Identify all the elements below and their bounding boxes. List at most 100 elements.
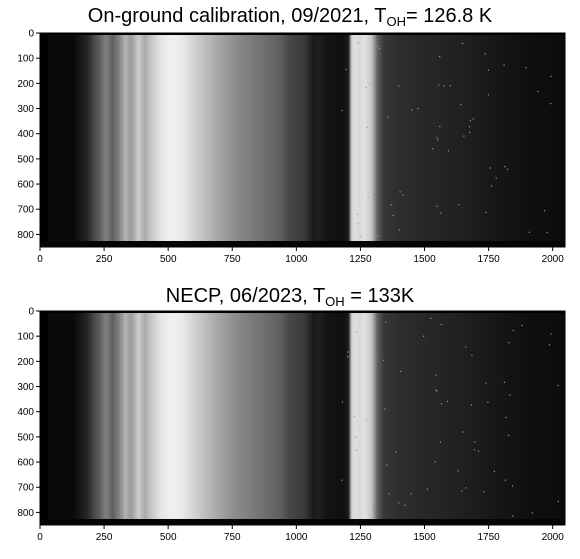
y-tick-label: 200 — [17, 357, 34, 368]
hot-pixel — [353, 416, 356, 418]
hot-pixel — [430, 317, 432, 319]
hot-pixel — [436, 390, 438, 392]
hot-pixel — [410, 493, 412, 495]
y-tick-label: 300 — [17, 382, 34, 393]
hot-pixel — [504, 479, 507, 481]
y-tick-label: 400 — [17, 129, 34, 140]
panel-title: NECP, 06/2023, TOH = 133K — [0, 284, 580, 314]
hot-pixel — [372, 505, 374, 507]
title-prefix: NECP, 06/2023, T — [165, 285, 326, 307]
hot-pixel — [357, 223, 359, 225]
x-tick-label: 0 — [37, 254, 43, 265]
hot-pixel — [390, 204, 392, 206]
hot-pixel — [443, 85, 445, 87]
hot-pixel — [487, 401, 489, 403]
hot-pixel — [435, 374, 437, 376]
hot-pixel — [411, 109, 413, 111]
hot-pixel — [483, 491, 485, 493]
image-edge-band — [40, 241, 565, 247]
hot-pixel — [507, 168, 509, 170]
hot-pixel — [512, 515, 514, 517]
hot-pixel — [521, 324, 523, 326]
hot-pixel — [557, 500, 559, 502]
hot-pixel — [377, 45, 379, 47]
y-tick-label: 300 — [17, 104, 34, 115]
hot-pixel — [357, 213, 359, 215]
hot-pixel — [440, 212, 442, 214]
hot-pixel — [438, 84, 440, 86]
hot-pixel — [503, 64, 505, 66]
hot-pixel — [350, 120, 352, 122]
x-tick-label: 2000 — [542, 532, 565, 543]
y-tick-label: 400 — [17, 407, 34, 418]
hot-pixel — [457, 470, 459, 472]
y-tick-label: 600 — [17, 458, 34, 469]
hot-pixel — [470, 404, 473, 406]
hot-pixel — [509, 394, 511, 396]
y-tick-label: 800 — [17, 230, 34, 241]
y-tick-label: 500 — [17, 432, 34, 443]
y-tick-label: 700 — [17, 205, 34, 216]
x-tick-label: 500 — [160, 532, 177, 543]
hot-pixel — [435, 389, 437, 391]
title-subscript: OH — [325, 294, 345, 309]
hot-pixel — [508, 342, 510, 344]
hot-pixel — [432, 148, 434, 150]
title-subscript: OH — [386, 14, 407, 29]
hot-pixel — [437, 139, 439, 141]
hot-pixel — [434, 461, 436, 463]
hot-pixel — [369, 82, 372, 84]
x-tick-label: 1750 — [477, 254, 500, 265]
hot-pixel — [548, 344, 551, 346]
hot-pixel — [383, 359, 385, 361]
hot-pixel — [495, 177, 497, 179]
hot-pixel — [355, 436, 357, 438]
hot-pixel — [458, 204, 460, 206]
hot-pixel — [478, 450, 480, 452]
hot-pixel — [426, 488, 428, 490]
hot-pixel — [489, 167, 491, 169]
hot-pixel — [503, 381, 505, 383]
axes-frame — [39, 32, 566, 248]
y-tick-label: 800 — [17, 508, 34, 519]
hot-pixel — [546, 232, 548, 234]
hot-pixel — [465, 487, 467, 489]
hot-pixel — [487, 94, 489, 96]
hot-pixel — [484, 53, 486, 55]
y-tick-label: 100 — [17, 332, 34, 343]
hot-pixel — [341, 479, 343, 481]
y-tick-label: 0 — [28, 29, 34, 40]
hot-pixel — [440, 403, 443, 405]
hot-pixel — [474, 441, 476, 443]
hot-pixel — [537, 90, 539, 93]
hot-pixel — [485, 382, 487, 384]
hot-pixel — [471, 354, 473, 356]
hot-pixel — [531, 512, 533, 514]
hot-pixel — [461, 490, 463, 492]
hot-pixel — [398, 502, 400, 504]
image-edge-band — [40, 519, 565, 525]
hot-pixel — [392, 214, 394, 216]
hot-pixel — [439, 125, 441, 128]
hot-pixel — [341, 401, 344, 403]
hot-pixel — [400, 370, 402, 372]
hot-pixel — [402, 194, 404, 196]
hot-pixel — [490, 185, 493, 187]
hot-pixel — [487, 69, 489, 71]
hot-pixel — [469, 131, 471, 133]
hot-pixel — [436, 205, 438, 207]
hot-pixel — [439, 56, 441, 58]
hot-pixel — [384, 408, 386, 410]
hot-pixel — [543, 210, 546, 212]
axes-frame — [39, 310, 566, 526]
hot-pixel — [385, 321, 387, 323]
hot-pixel — [485, 211, 487, 214]
y-tick-label: 0 — [28, 307, 34, 318]
hot-pixel — [473, 449, 476, 451]
x-tick-label: 1500 — [413, 254, 436, 265]
x-tick-label: 1250 — [349, 254, 372, 265]
hot-pixel — [347, 356, 349, 358]
hot-pixel — [440, 323, 442, 326]
panel-bottom: NECP, 06/2023, TOH = 133K 0 250 500 750 1000… — [0, 280, 580, 559]
hot-pixel — [550, 103, 552, 105]
